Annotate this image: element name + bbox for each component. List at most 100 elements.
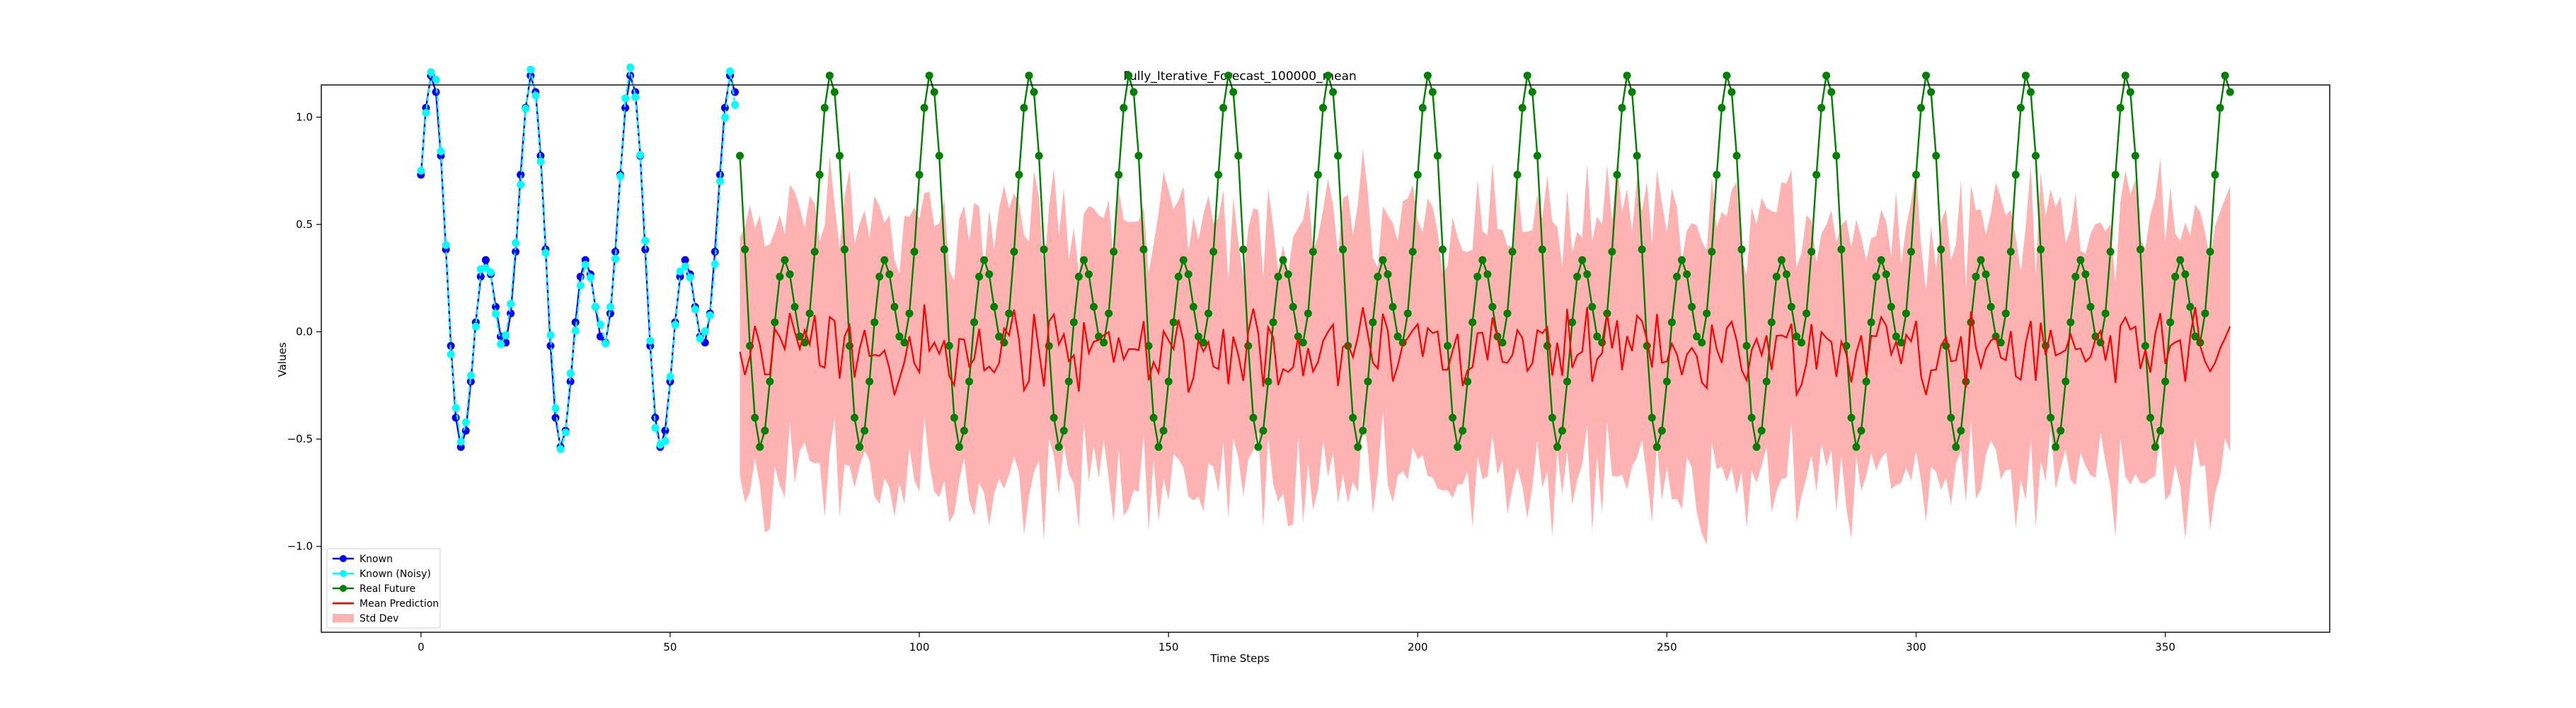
known-noisy-point [701, 327, 709, 336]
y-tick-label: 0.0 [296, 326, 313, 338]
real-future-point [1254, 442, 1263, 451]
real-future-point [2166, 318, 2175, 326]
x-tick-label: 50 [663, 641, 677, 653]
real-future-point [1902, 309, 1910, 318]
real-future-point [2027, 88, 2035, 96]
legend-label: Mean Prediction [360, 598, 439, 610]
real-future-point [1379, 256, 1387, 264]
real-future-point [2032, 152, 2040, 160]
real-future-point [830, 88, 839, 96]
real-future-point [1010, 248, 1018, 256]
real-future-point [2226, 88, 2234, 96]
real-future-point [1608, 248, 1616, 256]
real-future-point [1867, 318, 1875, 326]
known-point [661, 426, 669, 435]
real-future-point [1309, 248, 1317, 256]
real-future-point [1807, 248, 1816, 256]
real-future-point [1762, 377, 1771, 386]
known-noisy-point [447, 350, 455, 358]
known-noisy-point [566, 369, 575, 377]
real-future-point [1633, 152, 1641, 160]
real-future-point [1184, 270, 1192, 278]
real-future-point [950, 413, 958, 422]
legend: Known Known (Noisy) Real Future Mean Predic… [326, 548, 441, 629]
real-future-point [1269, 318, 1277, 326]
chart-title: Fully_Iterative_Forecast_100000_mean [1123, 69, 1357, 84]
real-future-point [995, 332, 1004, 341]
real-future-point [1558, 426, 1566, 435]
real-future-point [1752, 442, 1761, 451]
y-axis-label: Values [276, 342, 289, 377]
real-future-point [2052, 442, 2060, 451]
known-noisy-point [696, 334, 704, 343]
real-future-point [1553, 442, 1561, 451]
real-future-point [1473, 273, 1482, 281]
real-future-point [1548, 413, 1556, 422]
real-future-point [1428, 88, 1437, 96]
real-future-point [1793, 332, 1800, 341]
real-future-point [1583, 270, 1592, 278]
real-future-point [1219, 103, 1228, 112]
real-future-point [1020, 103, 1028, 112]
real-future-point [1593, 332, 1602, 341]
real-future-point [2206, 248, 2214, 256]
real-future-point [1503, 309, 1512, 318]
known-noisy-point [591, 302, 599, 311]
real-future-point [1986, 302, 1995, 311]
real-future-point [2021, 72, 2030, 80]
real-future-point [1279, 256, 1287, 264]
real-future-point [1972, 273, 1980, 281]
x-tick-label: 150 [1158, 641, 1179, 653]
y-tick-label: −1.0 [287, 540, 313, 553]
real-future-point [835, 152, 844, 160]
real-future-point [2086, 302, 2095, 311]
known-noisy-point [507, 299, 515, 308]
real-future-point [2161, 377, 2170, 386]
real-future-point [736, 152, 744, 160]
real-future-point [751, 413, 759, 422]
real-future-point [2156, 426, 2165, 435]
real-future-point [975, 273, 984, 281]
real-future-point [815, 171, 824, 179]
real-future-point [1708, 248, 1716, 256]
real-future-point [1498, 338, 1507, 347]
real-future-point [1533, 152, 1541, 160]
real-future-point [1074, 273, 1083, 281]
real-future-point [1174, 273, 1183, 281]
real-future-point [1169, 318, 1178, 326]
real-future-point [1777, 256, 1786, 264]
real-future-point [1040, 245, 1048, 253]
real-future-point [1154, 442, 1163, 451]
real-future-point [2141, 342, 2149, 350]
real-future-point [1882, 270, 1890, 278]
known-noisy-point [720, 113, 729, 122]
real-future-point [1324, 72, 1332, 80]
known-point [551, 413, 560, 422]
real-future-point [2057, 426, 2065, 435]
legend-label: Known (Noisy) [360, 569, 431, 580]
real-future-point [965, 377, 973, 386]
known-noisy-point [611, 255, 619, 263]
real-future-point [2066, 318, 2075, 326]
real-future-point [741, 245, 749, 253]
real-future-point [1947, 413, 1955, 422]
real-future-point [2106, 248, 2115, 256]
real-future-point [1035, 152, 1043, 160]
real-future-point [1952, 442, 1960, 451]
real-future-point [781, 256, 789, 264]
real-future-point [1982, 270, 1990, 278]
known-noisy-point [626, 63, 635, 72]
real-future-point [960, 426, 968, 435]
real-future-point [1105, 309, 1113, 318]
real-future-point [1015, 171, 1023, 179]
real-future-point [2146, 413, 2154, 422]
real-future-point [766, 377, 774, 386]
legend-label: Std Dev [360, 613, 398, 624]
real-future-point [1827, 88, 1836, 96]
real-future-point [2076, 256, 2085, 264]
real-future-point [1100, 338, 1108, 347]
real-future-point [1623, 72, 1631, 80]
known-noisy-point [681, 262, 689, 270]
real-future-point [1727, 88, 1736, 96]
real-future-point [2006, 248, 2015, 256]
